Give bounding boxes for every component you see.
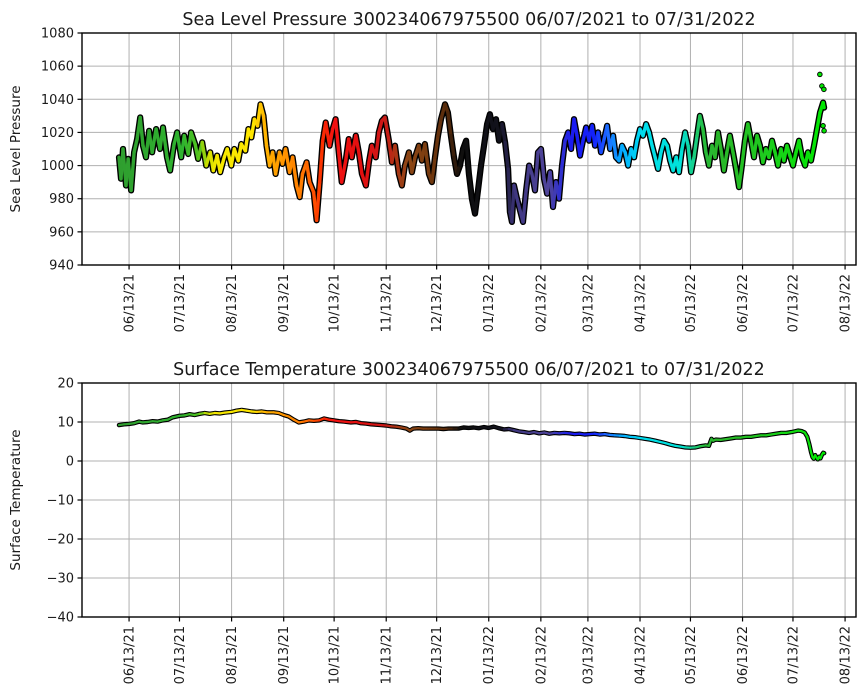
sea-level-pressure-x-tick-label: 02/13/22 xyxy=(534,274,549,332)
surface-temperature-x-tick-label: 02/13/22 xyxy=(534,626,549,684)
sea-level-pressure-x-tick-label: 11/13/21 xyxy=(380,274,395,332)
sea-level-pressure-y-tick-label: 1040 xyxy=(41,93,74,108)
surface-temperature-panel: −40 −30 −20 −10 0 10 20 06/13/21 07/13/21 08/13/2… xyxy=(47,377,857,685)
sea-level-pressure-x-tick-label: 03/13/22 xyxy=(581,274,596,332)
surface-temperature-series xyxy=(116,407,827,462)
sea-level-pressure-y-tick-label: 1060 xyxy=(41,60,74,75)
surface-temperature-x-tick-label: 09/13/21 xyxy=(277,626,292,684)
temperature-chart-title: Surface Temperature 300234067975500 06/0… xyxy=(173,360,765,380)
surface-temperature-y-tick-label: −30 xyxy=(47,572,74,587)
surface-temperature-x-tick-label: 08/13/21 xyxy=(225,626,240,684)
sea-level-pressure-y-tick-label: 1000 xyxy=(41,159,74,174)
sea-level-pressure-x-tick-label: 12/13/21 xyxy=(430,274,445,332)
temperature-y-axis-label: Surface Temperature xyxy=(8,429,24,570)
sea-level-pressure-series xyxy=(115,71,828,225)
sea-level-pressure-ticks: 940 960 980 1000 1020 1040 1060 1080 06/13/21 07/… xyxy=(41,27,854,333)
pressure-y-axis-label: Sea Level Pressure xyxy=(8,85,24,212)
surface-temperature-x-tick-label: 08/13/22 xyxy=(839,626,854,684)
surface-temperature-x-tick-label: 05/13/22 xyxy=(684,626,699,684)
sea-level-pressure-y-tick-label: 940 xyxy=(49,259,74,274)
sea-level-pressure-panel: 940 960 980 1000 1020 1040 1060 1080 06/13/21 07/… xyxy=(41,27,857,333)
sea-level-pressure-x-tick-label: 07/13/21 xyxy=(173,274,188,332)
sea-level-pressure-grid xyxy=(82,32,856,266)
sea-level-pressure-x-tick-label: 08/13/22 xyxy=(839,274,854,332)
surface-temperature-y-tick-label: −10 xyxy=(47,494,74,509)
surface-temperature-x-tick-label: 12/13/21 xyxy=(430,626,445,684)
surface-temperature-x-tick-label: 07/13/22 xyxy=(786,626,801,684)
surface-temperature-y-tick-label: −20 xyxy=(47,533,74,548)
sea-level-pressure-x-tick-label: 07/13/22 xyxy=(786,274,801,332)
surface-temperature-y-tick-label: 0 xyxy=(66,455,74,470)
surface-temperature-x-tick-label: 10/13/21 xyxy=(328,626,343,684)
sea-level-pressure-outlier-point xyxy=(821,86,827,93)
sea-level-pressure-plot-border xyxy=(81,32,857,266)
sea-level-pressure-x-tick-label: 05/13/22 xyxy=(684,274,699,332)
sea-level-pressure-x-tick-label: 04/13/22 xyxy=(634,274,649,332)
surface-temperature-x-tick-label: 06/13/22 xyxy=(736,626,751,684)
sea-level-pressure-x-tick-label: 09/13/21 xyxy=(277,274,292,332)
surface-temperature-x-tick-label: 01/13/22 xyxy=(482,626,497,684)
surface-temperature-x-tick-label: 03/13/22 xyxy=(581,626,596,684)
surface-temperature-y-tick-label: 20 xyxy=(57,377,74,392)
surface-temperature-x-tick-label: 07/13/21 xyxy=(173,626,188,684)
sea-level-pressure-outlier-point xyxy=(817,71,823,78)
surface-temperature-x-tick-label: 04/13/22 xyxy=(634,626,649,684)
sea-level-pressure-x-tick-label: 10/13/21 xyxy=(328,274,343,332)
sea-level-pressure-y-tick-label: 1080 xyxy=(41,27,74,42)
surface-temperature-x-tick-label: 06/13/21 xyxy=(123,626,138,684)
sea-level-pressure-x-tick-label: 06/13/22 xyxy=(736,274,751,332)
pressure-chart-title: Sea Level Pressure 300234067975500 06/07… xyxy=(182,10,755,30)
surface-temperature-y-tick-label: 10 xyxy=(57,416,74,431)
surface-temperature-y-tick-label: −40 xyxy=(47,611,74,626)
sea-level-pressure-x-tick-label: 01/13/22 xyxy=(482,274,497,332)
surface-temperature-ticks: −40 −30 −20 −10 0 10 20 06/13/21 07/13/21 08/13/2… xyxy=(47,377,854,685)
surface-temperature-outline xyxy=(116,407,827,462)
sea-level-pressure-outlier-point xyxy=(820,123,826,129)
sea-level-pressure-y-tick-label: 960 xyxy=(49,225,74,240)
surface-temperature-grid xyxy=(82,382,856,618)
sea-level-pressure-x-tick-label: 08/13/21 xyxy=(225,274,240,332)
sea-level-pressure-x-tick-label: 06/13/21 xyxy=(123,274,138,332)
sea-level-pressure-outlier-point xyxy=(821,128,827,134)
surface-temperature-x-tick-label: 11/13/21 xyxy=(380,626,395,684)
sea-level-pressure-y-tick-label: 1020 xyxy=(41,126,74,141)
sea-level-pressure-y-tick-label: 980 xyxy=(49,192,74,207)
